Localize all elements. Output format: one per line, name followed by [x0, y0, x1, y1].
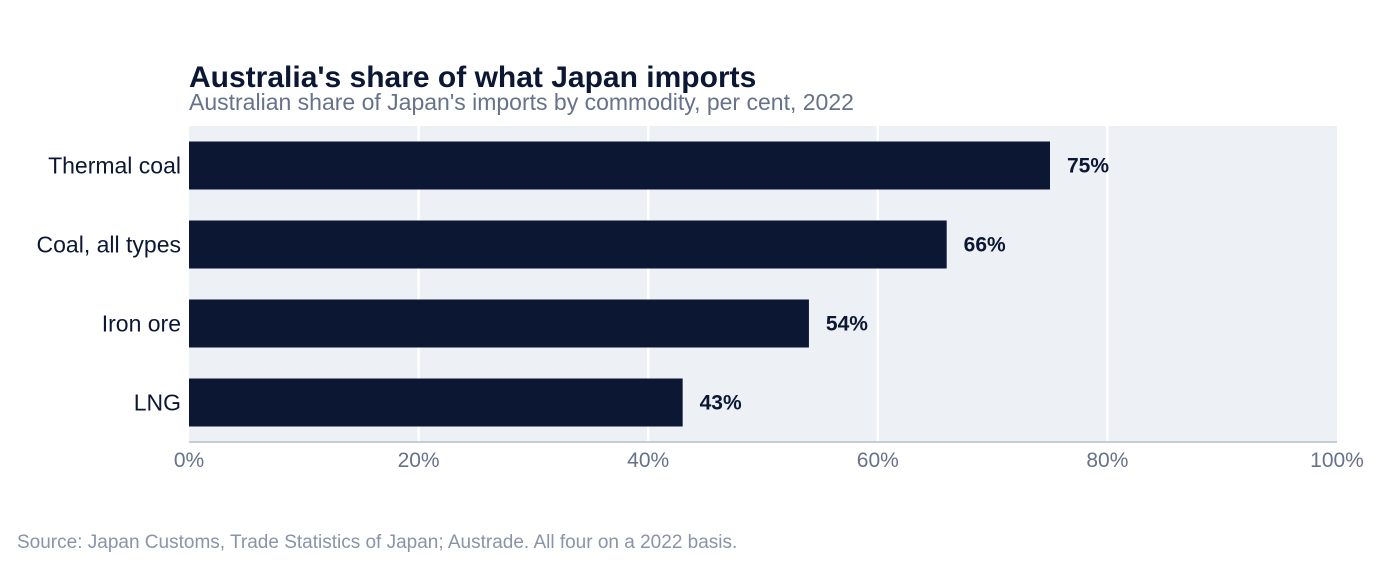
value-label-4: 43% — [700, 392, 742, 415]
chart-subtitle: Australian share of Japan's imports by c… — [189, 89, 854, 115]
source-note: Source: Japan Customs, Trade Statistics … — [17, 532, 737, 553]
x-tick-label-0: 0% — [174, 449, 204, 472]
x-tick-label-20: 20% — [398, 449, 440, 472]
bar-4 — [189, 378, 683, 427]
category-label-4: LNG — [134, 390, 181, 416]
bar-2 — [189, 220, 947, 269]
value-label-3: 54% — [826, 313, 868, 336]
bar-3 — [189, 299, 809, 348]
x-tick-label-60: 60% — [857, 449, 899, 472]
value-label-2: 66% — [964, 234, 1006, 257]
value-labels: 75% 66% 54% 43% — [700, 155, 1110, 415]
x-tick-label-100: 100% — [1310, 449, 1364, 472]
category-label-3: Iron ore — [102, 311, 181, 337]
bar-1 — [189, 141, 1050, 190]
category-label-2: Coal, all types — [37, 232, 181, 258]
category-labels: Thermal coal Coal, all types Iron ore LNG — [37, 153, 181, 416]
category-label-1: Thermal coal — [48, 153, 181, 179]
x-tick-label-80: 80% — [1086, 449, 1128, 472]
x-tick-labels: 0% 20% 40% 60% 80% 100% — [174, 449, 1364, 472]
chart-title: Australia's share of what Japan imports — [189, 61, 756, 94]
bars — [189, 141, 1050, 427]
value-label-1: 75% — [1067, 155, 1109, 178]
x-tick-label-40: 40% — [627, 449, 669, 472]
